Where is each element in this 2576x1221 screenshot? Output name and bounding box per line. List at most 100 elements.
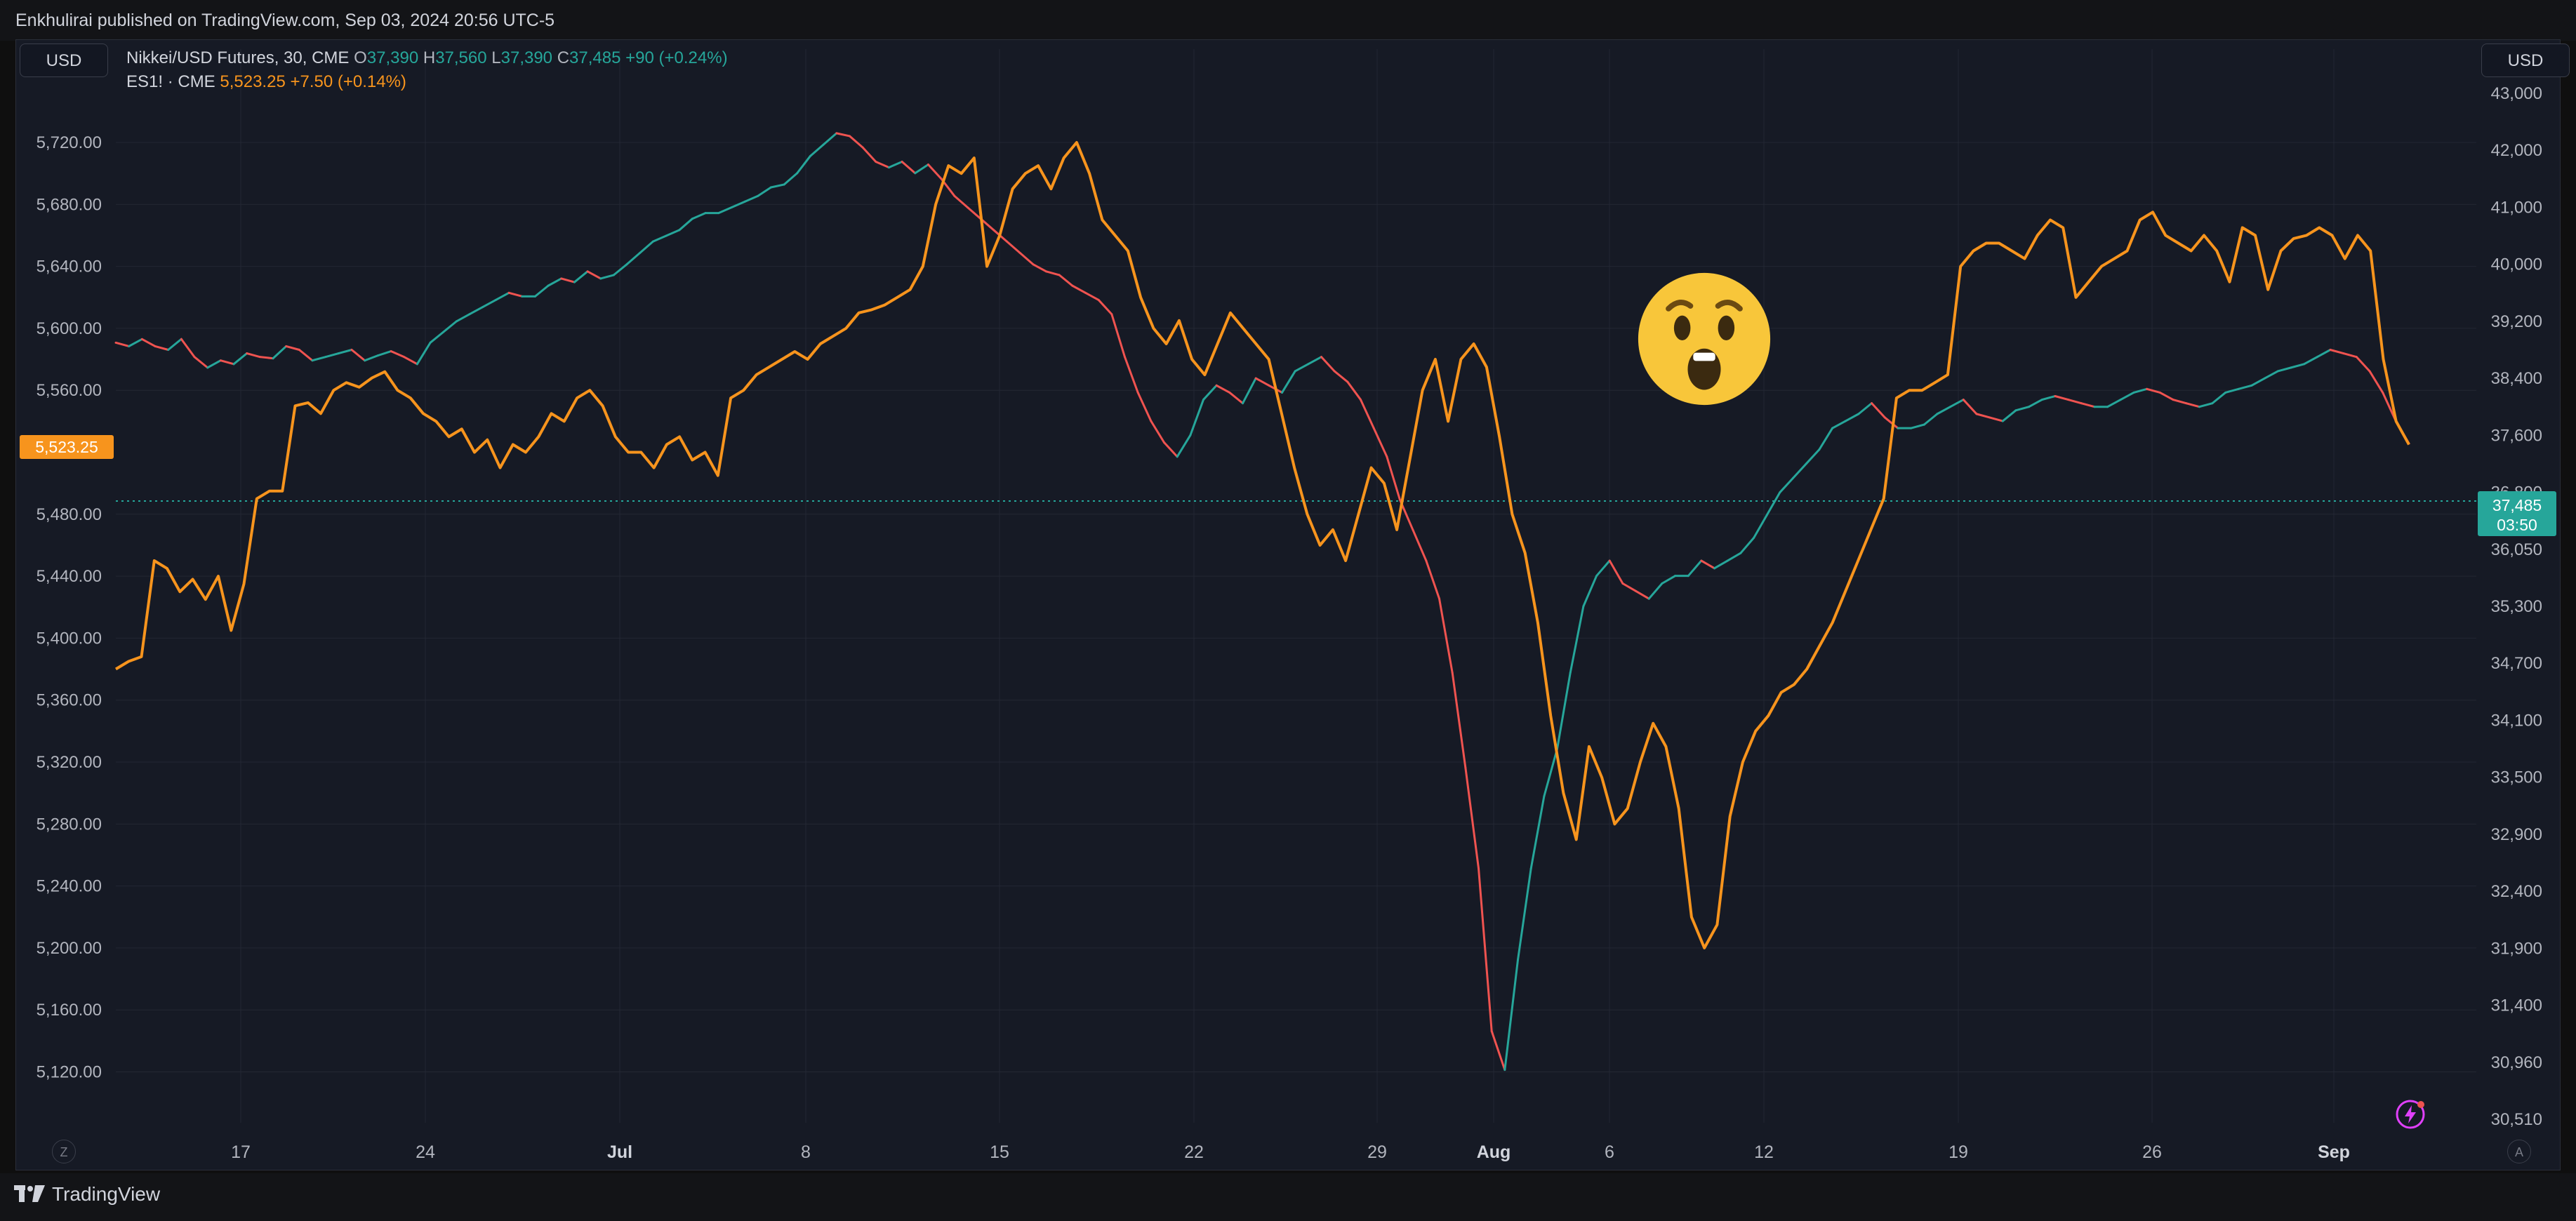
right-last-price-timer: 03:50 <box>2497 516 2537 534</box>
nikkei-segment <box>875 160 890 169</box>
footer-bar: TradingView <box>0 1173 2576 1221</box>
nikkei-segment <box>1739 537 1755 554</box>
nikkei-segment <box>219 359 235 366</box>
nikkei-segment <box>2001 409 2017 422</box>
right-tick-label: 38,400 <box>2491 369 2542 388</box>
time-tick-label: 15 <box>990 1142 1009 1162</box>
nikkei-segment <box>232 352 248 366</box>
nikkei-segment <box>350 349 366 362</box>
legend-close-value: 37,485 <box>569 48 621 67</box>
time-axis: 17 24 Jul 8 15 22 29 Aug 6 12 19 26 Sep <box>231 1142 2350 1162</box>
nikkei-segment <box>180 338 196 359</box>
right-tick-label: 34,700 <box>2491 654 2542 673</box>
time-tick-label: 26 <box>2142 1142 2162 1162</box>
nikkei-segment <box>914 164 929 175</box>
surprised-face-icon <box>1638 272 1771 406</box>
right-tick-label: 31,400 <box>2491 996 2542 1015</box>
nikkei-segment <box>1215 384 1231 394</box>
nikkei-segment <box>1346 380 1362 401</box>
legend-secondary-change: +7.50 (+0.14%) <box>290 72 406 91</box>
left-tick-label: 5,160.00 <box>36 1001 102 1020</box>
tradingview-logo-icon <box>14 1185 45 1202</box>
left-currency-button[interactable]: USD <box>20 44 108 77</box>
nikkei-segment <box>206 359 222 369</box>
time-tick-label: 19 <box>1948 1142 1968 1162</box>
nikkei-segment <box>1687 559 1703 578</box>
nikkei-segment <box>442 320 458 333</box>
nikkei-segment <box>1753 514 1768 540</box>
legend-secondary: ES1! · CME 5,523.25 +7.50 (+0.14%) <box>126 70 728 94</box>
nikkei-segment <box>311 356 327 362</box>
nikkei-segment <box>835 132 851 138</box>
nikkei-segment <box>403 356 418 366</box>
nikkei-segment <box>376 350 392 357</box>
nikkei-segment <box>1333 370 1349 383</box>
right-currency-button[interactable]: USD <box>2481 44 2570 77</box>
footer-brand: TradingView <box>52 1183 161 1205</box>
right-tick-label: 41,000 <box>2491 198 2542 217</box>
nikkei-segment <box>783 172 799 186</box>
legend-high-value: 37,560 <box>435 48 487 67</box>
lightning-icon[interactable] <box>2395 1099 2426 1130</box>
nikkei-segment <box>468 306 484 316</box>
legend-primary-change: +90 (+0.24%) <box>625 48 728 67</box>
nikkei-segment <box>2067 399 2083 405</box>
right-tick-label: 40,000 <box>2491 255 2542 274</box>
right-tick-label: 32,900 <box>2491 825 2542 844</box>
nikkei-segment <box>298 349 314 362</box>
nikkei-segment <box>665 229 681 237</box>
nikkei-segment <box>455 313 471 323</box>
left-scale-label: Z <box>60 1145 68 1159</box>
legend-high-label: H <box>423 48 436 67</box>
right-tick-label: 39,200 <box>2491 312 2542 331</box>
nikkei-segment <box>1084 291 1100 301</box>
tradingview-logo[interactable]: TradingView <box>14 1183 160 1206</box>
left-currency-label: USD <box>46 51 82 70</box>
right-tick-label: 37,600 <box>2491 426 2542 445</box>
right-tick-label: 32,400 <box>2491 882 2542 901</box>
nikkei-segment <box>1254 377 1270 387</box>
nikkei-segment <box>1005 240 1021 254</box>
nikkei-segment <box>140 338 157 347</box>
nikkei-segment <box>2329 349 2345 355</box>
right-tick-label: 36,050 <box>2491 540 2542 559</box>
nikkei-segment <box>1936 406 1952 415</box>
nikkei-segment <box>1844 413 1860 422</box>
es-line <box>114 141 2410 949</box>
left-tick-label: 5,280.00 <box>36 815 102 834</box>
nikkei-segment <box>1831 420 1847 429</box>
nikkei-segment <box>1871 402 1886 419</box>
publisher-bar: Enkhulirai published on TradingView.com,… <box>0 0 2576 41</box>
right-tick-label: 31,900 <box>2491 939 2542 958</box>
nikkei-segment <box>324 352 340 359</box>
nikkei-segment <box>547 277 563 287</box>
left-scale-button[interactable]: Z <box>52 1140 76 1163</box>
left-tick-label: 5,600.00 <box>36 319 102 338</box>
nikkei-segment <box>1032 263 1047 273</box>
nikkei-segment <box>1451 672 1467 769</box>
right-scale-button[interactable]: A <box>2507 1140 2531 1163</box>
legend-secondary-value: 5,523.25 <box>220 72 286 91</box>
nikkei-segment <box>416 341 432 366</box>
left-price-axis: 5,720.00 5,680.00 5,640.00 5,600.00 5,560.00… <box>36 133 102 1082</box>
nikkei-segment <box>1412 529 1428 562</box>
chart-legend: Nikkei/USD Futures, 30, CME O37,390 H37,… <box>126 46 728 94</box>
nikkei-segment <box>2028 399 2043 408</box>
nikkei-segment <box>2158 391 2175 401</box>
nikkei-segment <box>573 270 589 283</box>
time-tick-label: 24 <box>416 1142 435 1162</box>
time-tick-label: Aug <box>1477 1142 1511 1162</box>
nikkei-segment <box>599 274 615 280</box>
nikkei-segment <box>1621 582 1638 592</box>
nikkei-segment <box>1529 795 1546 870</box>
nikkei-segment <box>743 194 759 203</box>
nikkei-segment <box>1136 391 1153 422</box>
nikkei-segment <box>757 186 772 197</box>
nikkei-segment <box>114 341 131 347</box>
nikkei-segment <box>1608 559 1624 585</box>
right-tick-label: 35,300 <box>2491 597 2542 616</box>
left-tick-label: 5,560.00 <box>36 381 102 400</box>
nikkei-segment <box>2276 366 2292 373</box>
nikkei-segment <box>1726 552 1742 562</box>
